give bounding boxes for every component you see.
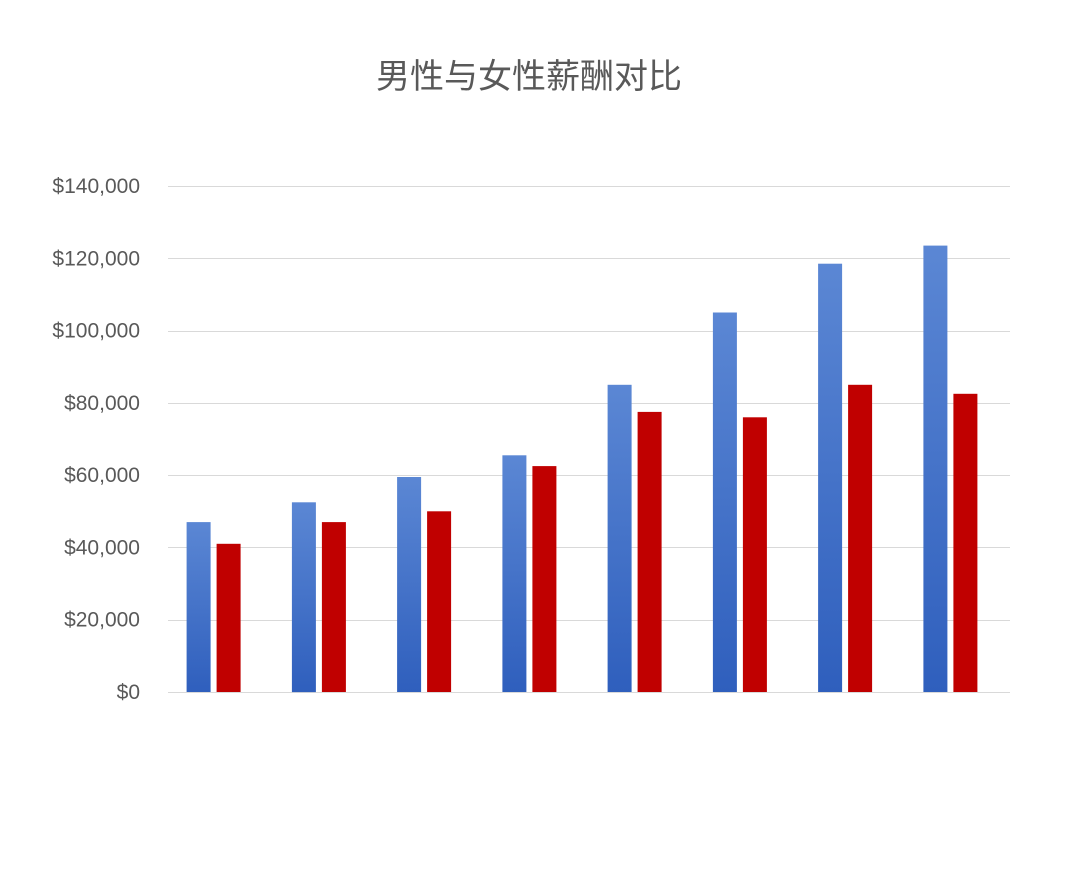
y-tick-label: $20,000 (64, 609, 140, 632)
bar-series-1-category-8 (923, 245, 948, 692)
bar-series-2-category-7 (848, 384, 873, 692)
y-tick-label: $120,000 (52, 247, 140, 270)
bar-series-1-category-1 (186, 522, 211, 692)
bar-series-1-category-6 (712, 312, 737, 692)
bar-series-1-category-4 (502, 455, 527, 692)
y-tick-label: $60,000 (64, 464, 140, 487)
y-axis-ticks: $0 $20,000 $40,000 $60,000 $80,000 $100,000 $1… (52, 175, 140, 704)
bar-series-2-category-4 (532, 466, 557, 692)
bar-series-2-category-8 (953, 393, 978, 692)
bar-series-1-category-3 (397, 477, 422, 692)
bar-series-2-category-1 (216, 543, 241, 692)
y-tick-label: $100,000 (52, 320, 140, 343)
chart-title: 男性与女性薪酬对比 (376, 57, 682, 97)
y-tick-label: $80,000 (64, 392, 140, 415)
bar-series-1-category-7 (818, 263, 843, 692)
y-tick-label: $0 (117, 681, 140, 704)
y-tick-label: $40,000 (64, 536, 140, 559)
bar-series-2-category-2 (321, 522, 346, 692)
y-tick-label: $140,000 (52, 175, 140, 198)
bar-series-2-category-5 (637, 411, 662, 692)
bar-series-1-category-5 (607, 384, 632, 692)
bars (186, 245, 978, 693)
bar-series-2-category-3 (427, 511, 452, 692)
bar-series-1-category-2 (291, 502, 316, 693)
bar-series-2-category-6 (742, 417, 767, 692)
